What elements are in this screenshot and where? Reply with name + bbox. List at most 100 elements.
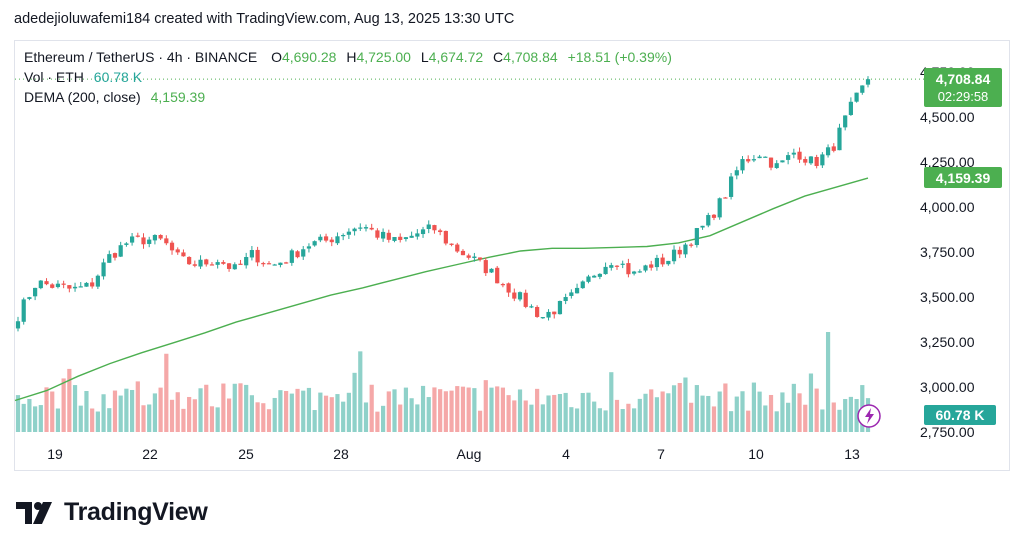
candle[interactable] [837, 127, 842, 151]
candle[interactable] [323, 236, 329, 241]
candle[interactable] [495, 267, 500, 284]
candle[interactable] [204, 259, 209, 265]
candle[interactable] [751, 159, 757, 161]
candle[interactable] [346, 231, 351, 235]
candle[interactable] [580, 281, 585, 289]
candle[interactable] [860, 85, 865, 93]
candle[interactable] [717, 198, 722, 218]
candle[interactable] [381, 231, 386, 239]
lightning-icon[interactable] [857, 404, 881, 428]
candle[interactable] [700, 225, 705, 228]
candle[interactable] [27, 297, 32, 299]
candle[interactable] [226, 263, 232, 269]
candle[interactable] [529, 306, 534, 308]
candle[interactable] [660, 257, 665, 265]
candle[interactable] [392, 237, 397, 241]
candle[interactable] [232, 264, 237, 270]
candle[interactable] [329, 239, 334, 243]
candle[interactable] [854, 92, 859, 102]
candle[interactable] [306, 246, 312, 249]
candle[interactable] [814, 156, 819, 166]
candle[interactable] [33, 287, 38, 297]
candle[interactable] [683, 244, 688, 255]
candle[interactable] [643, 265, 648, 271]
candle[interactable] [746, 159, 751, 162]
candle[interactable] [557, 300, 563, 315]
candle[interactable] [129, 236, 135, 243]
candle[interactable] [780, 160, 785, 163]
candle[interactable] [689, 244, 694, 246]
candle[interactable] [786, 155, 791, 160]
candle[interactable] [449, 243, 454, 245]
candle[interactable] [489, 268, 494, 273]
candle[interactable] [426, 224, 431, 229]
candle[interactable] [843, 115, 848, 128]
candle[interactable] [677, 249, 682, 255]
candle[interactable] [637, 271, 642, 273]
candle[interactable] [848, 101, 853, 115]
candle[interactable] [209, 264, 215, 266]
candle[interactable] [363, 227, 369, 229]
candle[interactable] [386, 232, 391, 240]
candle[interactable] [375, 230, 380, 238]
candle[interactable] [169, 242, 175, 251]
candle[interactable] [603, 266, 608, 275]
candle[interactable] [272, 264, 277, 266]
candle[interactable] [90, 282, 95, 287]
candle[interactable] [728, 176, 734, 197]
candle[interactable] [654, 257, 660, 268]
candle[interactable] [626, 263, 631, 275]
candle[interactable] [221, 262, 226, 264]
candle[interactable] [586, 276, 591, 282]
candle[interactable] [706, 215, 711, 226]
candle[interactable] [107, 254, 112, 263]
candle[interactable] [72, 286, 78, 289]
candle[interactable] [261, 263, 266, 265]
candle[interactable] [15, 321, 21, 329]
candle[interactable] [865, 79, 871, 85]
candle[interactable] [569, 292, 574, 296]
candle[interactable] [443, 230, 448, 244]
candle[interactable] [552, 311, 557, 315]
candle[interactable] [335, 236, 340, 244]
candle[interactable] [198, 259, 203, 267]
candle[interactable] [369, 227, 374, 230]
candle[interactable] [415, 233, 420, 237]
candle[interactable] [284, 262, 289, 264]
candle[interactable] [135, 235, 140, 237]
candle[interactable] [506, 283, 511, 293]
candle[interactable] [158, 234, 163, 239]
candle[interactable] [774, 163, 779, 169]
candle[interactable] [266, 263, 272, 265]
candle[interactable] [614, 265, 620, 267]
candle[interactable] [671, 249, 677, 262]
candle[interactable] [432, 225, 437, 231]
candle[interactable] [244, 257, 249, 266]
candle[interactable] [50, 284, 55, 288]
candle[interactable] [734, 170, 739, 176]
tradingview-logo[interactable]: TradingView [16, 498, 208, 527]
candle[interactable] [420, 229, 426, 235]
candle[interactable] [255, 249, 260, 263]
chart-frame[interactable] [14, 40, 1010, 471]
candle[interactable] [301, 249, 306, 257]
candle[interactable] [797, 151, 802, 160]
candle[interactable] [460, 250, 466, 256]
candle[interactable] [831, 146, 836, 151]
candle[interactable] [192, 264, 197, 266]
candle[interactable] [312, 241, 317, 246]
candle[interactable] [563, 297, 568, 302]
legend-volume-row[interactable]: Vol · ETH 60.78 K [24, 67, 672, 87]
candle[interactable] [187, 256, 192, 265]
candle[interactable] [101, 262, 106, 277]
candle[interactable] [477, 257, 483, 260]
candle[interactable] [55, 283, 61, 288]
legend-dema-row[interactable]: DEMA (200, close) 4,159.39 [24, 87, 672, 107]
candle[interactable] [152, 234, 158, 241]
candle[interactable] [38, 280, 43, 289]
candle[interactable] [352, 228, 357, 232]
candle[interactable] [472, 256, 477, 258]
candle[interactable] [278, 262, 283, 266]
candle[interactable] [147, 239, 152, 244]
candle[interactable] [711, 214, 717, 218]
